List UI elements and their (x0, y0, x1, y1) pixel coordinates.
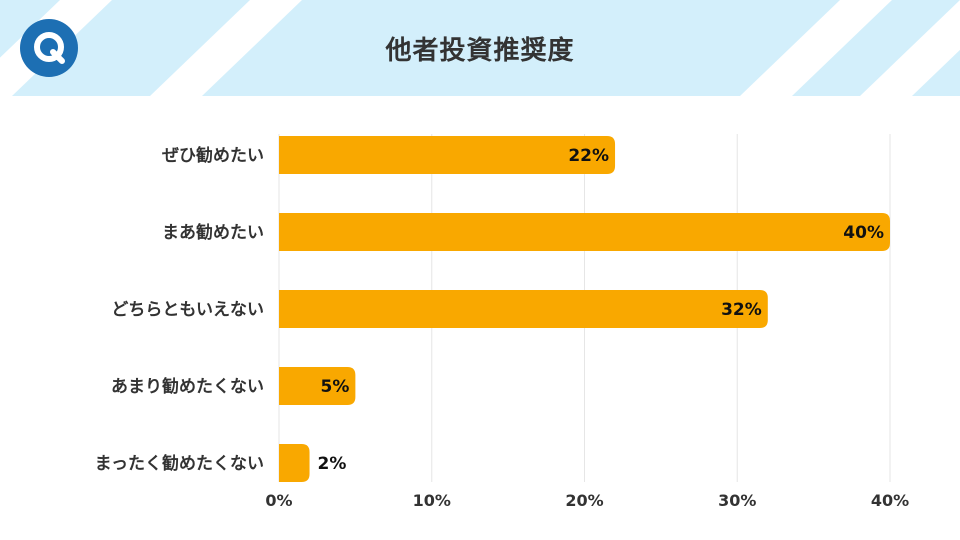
logo-icon (20, 19, 78, 77)
category-label: ぜひ勧めたい (162, 145, 264, 166)
value-label: 2% (318, 454, 347, 474)
bar (279, 444, 310, 482)
x-tick-label: 30% (718, 491, 756, 510)
header-stripes (0, 0, 960, 96)
header-banner: 他者投資推奨度 (0, 0, 960, 96)
bar (279, 136, 616, 174)
header-stripe (740, 0, 892, 96)
labels: 0% 10% 20% 30% 40% ぜひ勧めたい 22% まあ勧めたい 40% どちらともいえな… (95, 145, 909, 510)
bar (279, 213, 890, 251)
bar (279, 367, 356, 405)
value-label: 22% (568, 146, 609, 166)
bar-chart: 0% 10% 20% 30% 40% ぜひ勧めたい 22% まあ勧めたい 40% どちらともいえな… (95, 134, 909, 510)
bars (279, 136, 890, 482)
x-tick-label: 0% (265, 491, 292, 510)
value-label: 40% (843, 223, 884, 243)
category-label: どちらともいえない (111, 300, 264, 320)
x-tick-label: 20% (565, 491, 603, 510)
page-title: 他者投資推奨度 (385, 36, 575, 66)
header-stripe (860, 0, 960, 96)
value-label: 32% (721, 300, 762, 320)
bar (279, 290, 768, 328)
category-label: まったく勧めたくない (95, 453, 264, 474)
category-label: あまり勧めたくない (111, 376, 264, 397)
category-label: まあ勧めたい (162, 222, 264, 243)
x-tick-label: 10% (413, 491, 451, 510)
x-tick-label: 40% (871, 491, 909, 510)
value-label: 5% (321, 377, 350, 397)
header-stripe (150, 0, 302, 96)
